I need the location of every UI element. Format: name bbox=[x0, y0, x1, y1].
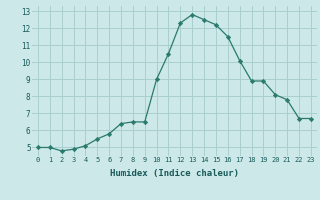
X-axis label: Humidex (Indice chaleur): Humidex (Indice chaleur) bbox=[110, 169, 239, 178]
